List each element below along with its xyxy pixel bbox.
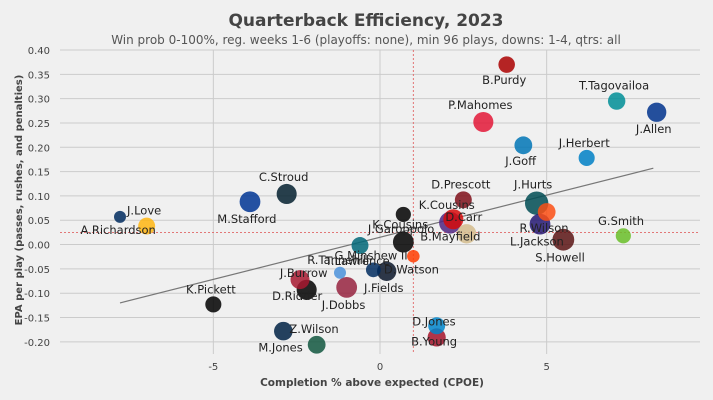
axis-ticks: 0.40 0.35 0.30 0.25 0.20 0.15 0.10 0.05 0.00 -0.0…: [24, 46, 550, 373]
qb-point: [498, 56, 515, 73]
qb-point: [351, 237, 369, 255]
qb-label: B.Young: [411, 334, 457, 348]
qb-point: [336, 276, 358, 298]
y-axis-label: EPA per play (passes, rushes, and penalt…: [14, 75, 25, 326]
qb-point: [334, 266, 346, 279]
qb-label: J.Garoppolo: [367, 222, 434, 236]
qb-point: [646, 102, 667, 122]
x-tick-label: 5: [543, 362, 549, 373]
y-tick-label: -0.15: [24, 314, 50, 325]
qb-point: [392, 231, 414, 253]
qb-label: L.Jackson: [510, 235, 564, 249]
qb-label: G.Minshew II: [335, 249, 408, 263]
qb-label: B.Purdy: [482, 73, 526, 87]
x-axis-label: Completion % above expected (CPOE): [260, 377, 484, 389]
qb-point: [514, 136, 533, 155]
qb-point: [276, 183, 297, 205]
qb-label: T.Lawrence: [324, 254, 389, 268]
qb-point: [615, 228, 631, 244]
data-points: [114, 56, 667, 354]
qb-label: J.Love: [126, 204, 161, 218]
qb-point: [443, 209, 464, 230]
trend-line: [119, 167, 654, 304]
chart-title: Quarterback Efficiency, 2023: [228, 11, 503, 31]
qb-point: [456, 224, 477, 244]
y-tick-label: 0.30: [28, 95, 50, 106]
qb-point: [473, 111, 494, 133]
y-tick-label: 0.20: [28, 143, 50, 154]
qb-point: [395, 206, 411, 222]
y-tick-label: -0.20: [24, 338, 50, 349]
qb-point: [290, 270, 310, 290]
qb-label: C.Stroud: [259, 170, 309, 184]
y-tick-label: 0.00: [28, 241, 50, 252]
y-tick-label: 0.35: [28, 70, 50, 81]
qb-point: [365, 262, 381, 278]
qb-label: D.Jones: [412, 314, 455, 328]
qb-label: P.Mahomes: [448, 98, 512, 112]
qb-point: [607, 92, 626, 110]
y-tick-label: 0.10: [28, 192, 50, 203]
qb-point: [407, 249, 420, 263]
qb-point: [307, 335, 326, 354]
qb-label: Z.Wilson: [289, 322, 338, 336]
qb-point: [578, 149, 595, 167]
qb-label: D.Carr: [445, 210, 482, 224]
qb-point: [537, 203, 556, 221]
qb-label: R.Wilson: [519, 221, 568, 235]
qb-label: J.Fields: [363, 281, 404, 295]
qb-label: J.Herbert: [558, 136, 611, 150]
qb-point: [114, 210, 126, 223]
qb-label: G.Smith: [598, 214, 644, 228]
qb-label: K.Cousins: [419, 198, 475, 212]
qb-label: A.Richardson: [81, 223, 156, 237]
qb-point: [376, 261, 397, 281]
qb-point: [205, 296, 222, 313]
qb-label: D.Prescott: [431, 177, 491, 191]
x-tick-label: -5: [208, 362, 218, 373]
qb-label: T.Tagovailoa: [578, 78, 649, 92]
qb-label: B.Mayfield: [420, 229, 480, 243]
qb-point: [138, 217, 156, 235]
qb-label: R.Tannehill: [307, 253, 369, 267]
qb-label: J.Dobbs: [321, 298, 366, 312]
x-tick-label: 0: [377, 362, 383, 373]
qb-point: [428, 317, 446, 335]
qb-point: [454, 191, 472, 209]
qb-label: D.Ridder: [272, 289, 322, 303]
mean-lines: [60, 50, 700, 354]
qb-label: D.Watson: [384, 263, 439, 277]
grid-lines: [60, 49, 700, 354]
qb-label: J.Hurts: [513, 178, 552, 192]
y-tick-label: -0.10: [24, 289, 50, 300]
y-tick-label: -0.05: [24, 265, 50, 276]
qb-label: J.Allen: [635, 122, 672, 136]
y-tick-label: 0.40: [28, 46, 50, 57]
qb-point: [239, 191, 261, 213]
qb-label: M.Jones: [258, 340, 302, 354]
qb-point: [274, 321, 293, 341]
qb-label: K.Pickett: [186, 282, 236, 296]
qb-point: [552, 228, 575, 251]
y-tick-label: 0.25: [28, 119, 50, 130]
y-tick-label: 0.05: [28, 216, 50, 227]
qb-label: S.Howell: [535, 251, 585, 265]
chart-subtitle: Win prob 0-100%, reg. weeks 1-6 (playoff…: [111, 33, 621, 47]
qb-label: J.Burrow: [279, 266, 328, 280]
qb-label: J.Goff: [504, 154, 537, 168]
y-tick-label: 0.15: [28, 168, 50, 179]
qb-label: K.Cousins: [372, 218, 428, 232]
point-labels: B.Purdy T.Tagovailoa J.Allen P.Mahomes J.Gof…: [81, 73, 672, 355]
qb-label: M.Stafford: [217, 212, 276, 226]
